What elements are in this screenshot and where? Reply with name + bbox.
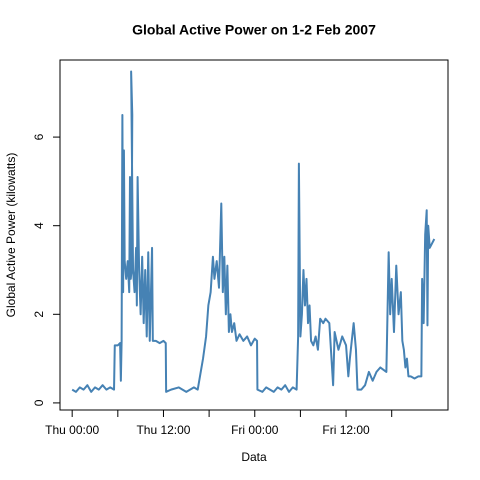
x-tick-label: Fri 00:00 [231,423,279,437]
plot-box [59,59,449,411]
x-tick-label: Fri 12:00 [322,423,370,437]
y-tick-label: 4 [32,222,46,229]
y-axis-label: Global Active Power (kilowatts) [4,153,18,318]
x-tick-label: Thu 00:00 [45,423,99,437]
data-line [71,70,436,393]
x-axis-label: Data [241,450,267,464]
x-tick-label: Thu 12:00 [136,423,190,437]
y-tick-label: 6 [32,133,46,140]
chart-title: Global Active Power on 1-2 Feb 2007 [132,22,376,38]
y-tick-label: 0 [32,399,46,406]
y-tick-label: 2 [32,311,46,318]
